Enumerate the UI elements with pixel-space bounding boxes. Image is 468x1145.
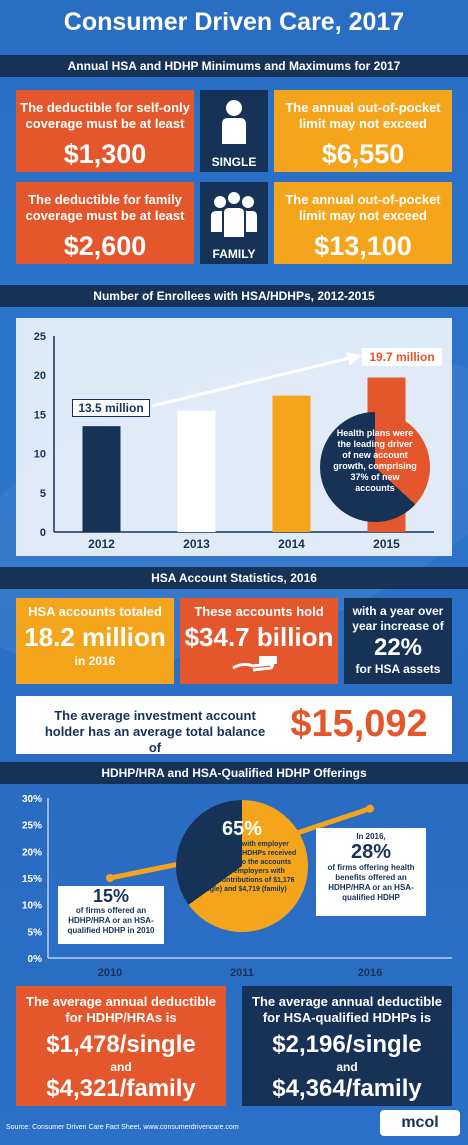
line-point — [366, 804, 374, 813]
x-tick-label: 2014 — [278, 537, 305, 551]
y-tick-label: 15 — [34, 409, 46, 421]
growth-arrow — [151, 352, 362, 408]
y-tick-label: 20 — [34, 370, 46, 382]
y-tick-label: 25 — [34, 331, 46, 343]
money-hand-icon — [232, 656, 277, 672]
line-point — [106, 874, 114, 882]
hra-deductible-text: The average annual deductible for HDHP/H… — [26, 994, 216, 1025]
y-tick-label: 20% — [22, 847, 42, 858]
yoy-increase-value: 22% — [373, 634, 423, 661]
family-label: FAMILY — [212, 247, 256, 261]
c2011-callout: 65% of employees with employer sponsored… — [186, 818, 298, 894]
page-title: Consumer Driven Care, 2017 — [63, 8, 405, 36]
hsa-family-value: $4,364/family — [272, 1075, 422, 1102]
yoy-increase-note: for HSA assets — [355, 662, 441, 676]
family-oop-text: The annual out-of-pocket limit may not e… — [285, 192, 441, 223]
yoy-increase-text: with a year over year increase of — [352, 604, 444, 633]
accounts-hold-text: These accounts hold — [194, 604, 324, 619]
family-panel: FAMILY — [200, 182, 268, 264]
hra-and: and — [110, 1060, 132, 1074]
single-label: SINGLE — [211, 155, 257, 169]
bar — [82, 426, 121, 532]
growth-pie — [320, 412, 430, 522]
c2016-value: 28% — [350, 841, 392, 863]
c2010-value: 15% — [92, 886, 130, 906]
x-tick-label: 2011 — [230, 967, 254, 979]
y-tick-label: 30% — [22, 794, 42, 805]
single-panel: SINGLE — [200, 90, 268, 172]
single-oop-text: The annual out-of-pocket limit may not e… — [285, 100, 441, 131]
callout-2015: 19.7 million — [362, 348, 442, 366]
hsa-and: and — [336, 1060, 358, 1074]
c2010-text: of firms offered an HDHP/HRA or an HSA-q… — [67, 906, 155, 935]
family-deductible-value: $2,600 — [63, 231, 147, 261]
person-icon — [222, 100, 246, 144]
family-icon — [211, 190, 257, 239]
c2016-text: of firms offering health benefits offere… — [327, 863, 415, 902]
hsa-accounts-value: 18.2 million — [24, 622, 166, 652]
y-tick-label: 15% — [22, 874, 42, 885]
x-tick-label: 2012 — [88, 537, 115, 551]
y-tick-label: 10 — [34, 449, 46, 461]
y-tick-label: 0 — [40, 527, 46, 539]
y-tick-label: 0% — [28, 954, 43, 965]
c2011-text: of employees with employer sponsored HSA… — [187, 841, 297, 893]
family-deductible-box: The deductible for family coverage must … — [16, 182, 194, 264]
x-tick-label: 2015 — [373, 537, 400, 551]
single-deductible-value: $1,300 — [63, 139, 147, 169]
avg-balance-text: The average investment account holder ha… — [44, 708, 266, 755]
employer-contribution-pie — [176, 800, 308, 932]
single-oop-box: The annual out-of-pocket limit may not e… — [274, 90, 452, 172]
yoy-increase-box: with a year over year increase of 22% fo… — [344, 598, 452, 684]
source-note: Source: Consumer Driven Care Fact Sheet,… — [6, 1124, 239, 1131]
mcol-logo[interactable]: mcol — [380, 1110, 460, 1136]
x-tick-label: 2013 — [183, 537, 210, 551]
hsa-deductible-box: The average annual deductible for HSA-qu… — [242, 986, 452, 1106]
accounts-hold-box: These accounts hold $34.7 billion — [180, 598, 338, 684]
hsa-accounts-box: HSA accounts totaled 18.2 million in 201… — [16, 598, 174, 684]
y-tick-label: 25% — [22, 821, 42, 832]
hsa-single-value: $2,196/single — [272, 1031, 422, 1058]
section1-heading: Annual HSA and HDHP Minimums and Maximum… — [0, 55, 468, 77]
family-oop-box: The annual out-of-pocket limit may not e… — [274, 182, 452, 264]
x-tick-label: 2010 — [98, 967, 122, 979]
c2011-value: 65% — [221, 818, 263, 840]
hsa-accounts-year: in 2016 — [74, 654, 116, 668]
y-tick-label: 10% — [22, 901, 42, 912]
hra-deductible-box: The average annual deductible for HDHP/H… — [16, 986, 226, 1106]
bar — [177, 410, 216, 532]
hra-family-value: $4,321/family — [46, 1075, 196, 1102]
family-deductible-text: The deductible for family coverage must … — [25, 192, 185, 223]
avg-balance-box: The average investment account holder ha… — [16, 696, 452, 755]
family-oop-value: $13,100 — [314, 231, 412, 261]
hsa-deductible-text: The average annual deductible for HSA-qu… — [252, 994, 442, 1025]
hra-single-value: $1,478/single — [46, 1031, 196, 1058]
y-tick-label: 5% — [28, 927, 43, 938]
callout-2012: 13.5 million — [72, 399, 150, 417]
single-oop-value: $6,550 — [321, 139, 405, 169]
bar — [272, 395, 311, 532]
hsa-accounts-text: HSA accounts totaled — [28, 604, 162, 619]
accounts-hold-value: $34.7 billion — [184, 622, 334, 652]
x-tick-label: 2016 — [358, 967, 382, 979]
section2-heading: Number of Enrollees with HSA/HDHPs, 2012… — [0, 285, 468, 307]
single-deductible-box: The deductible for self-only coverage mu… — [16, 90, 194, 172]
y-tick-label: 5 — [40, 488, 46, 500]
section3-heading: HSA Account Statistics, 2016 — [0, 567, 468, 589]
section4-heading: HDHP/HRA and HSA-Qualified HDHP Offering… — [0, 762, 468, 784]
avg-balance-value: $15,092 — [290, 703, 428, 745]
c2016-callout: In 2016, 28% of firms offering health be… — [316, 828, 426, 916]
pie-text: Health plans were the leading driver of … — [333, 428, 417, 493]
single-deductible-text: The deductible for self-only coverage mu… — [20, 100, 190, 131]
c2010-callout: 15% of firms offered an HDHP/HRA or an H… — [58, 886, 164, 944]
c2016-pre: In 2016, — [356, 832, 386, 841]
